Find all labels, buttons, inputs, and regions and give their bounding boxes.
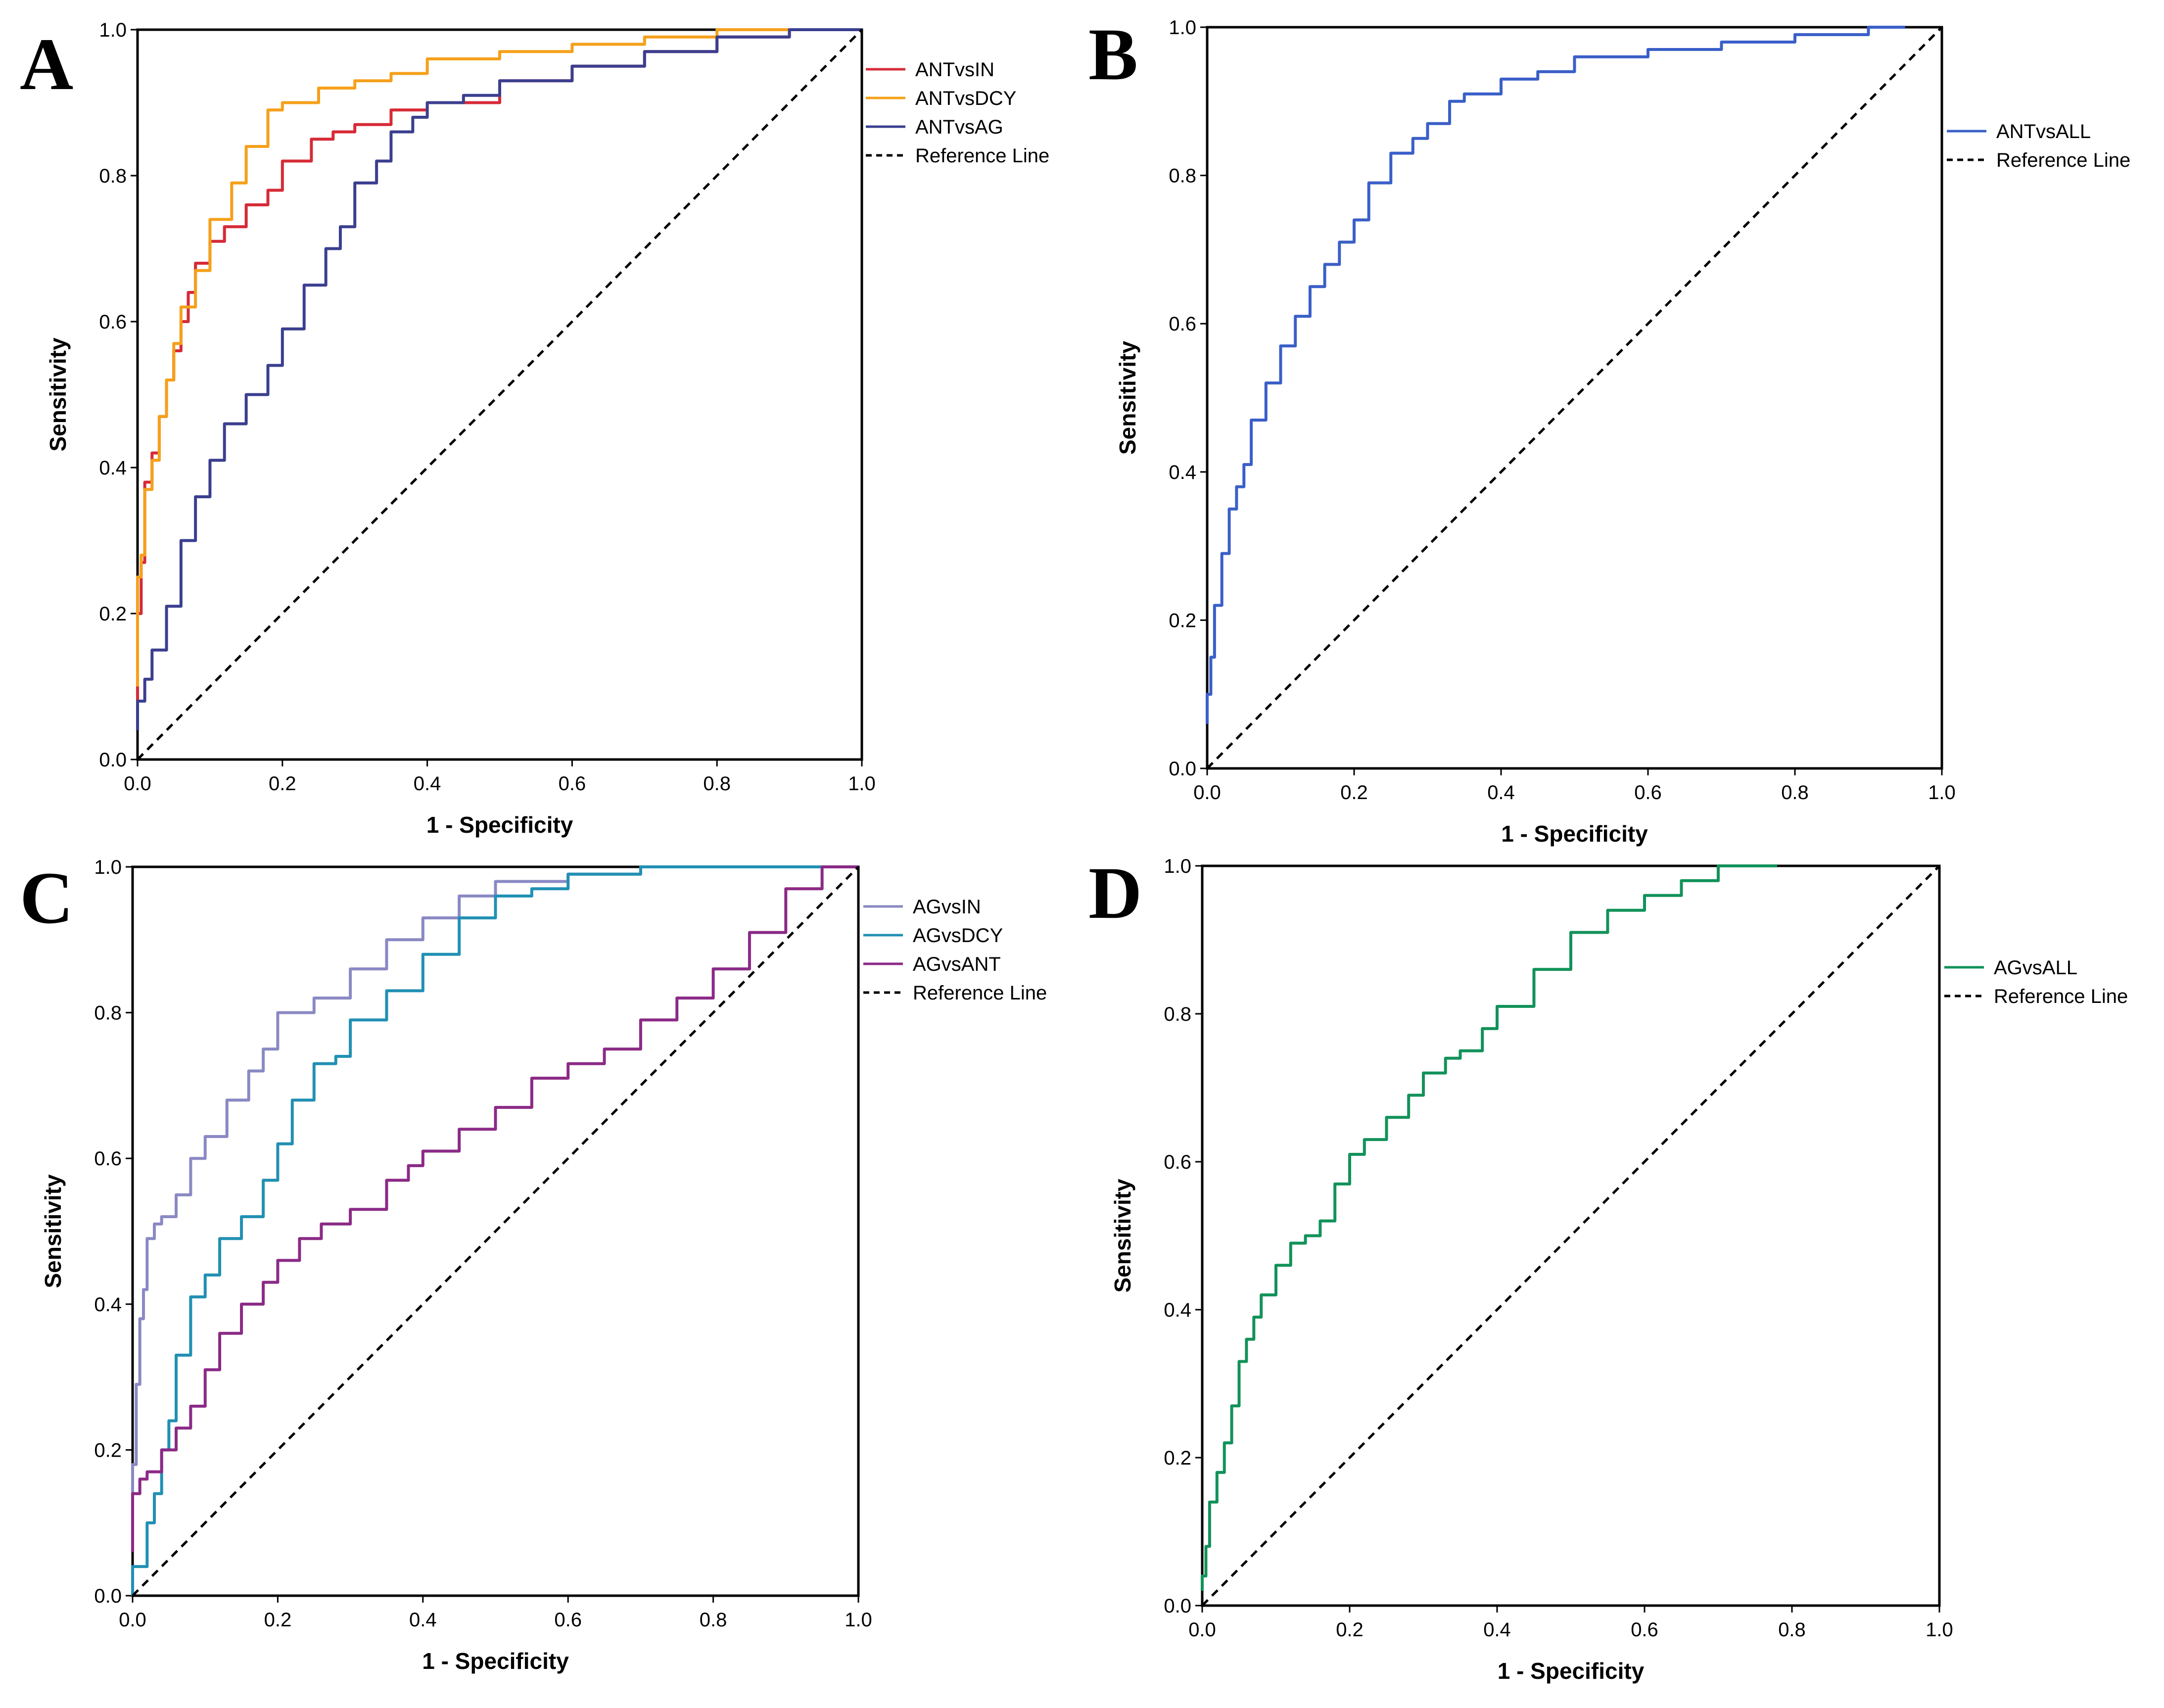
panel-letter-b: B bbox=[1088, 13, 1138, 95]
x-axis-title: 1 - Specificity bbox=[426, 812, 573, 838]
y-tick-label: 0.2 bbox=[1169, 610, 1196, 631]
legend-label-reference-line: Reference Line bbox=[915, 145, 1049, 167]
plot-frame bbox=[131, 865, 860, 1597]
x-tick-label: 0.4 bbox=[1483, 1619, 1511, 1641]
y-tick-label: 0.0 bbox=[1164, 1595, 1191, 1617]
y-tick-label: 0.4 bbox=[99, 457, 127, 479]
x-axis-title: 1 - Specificity bbox=[422, 1648, 569, 1674]
y-tick-label: 0.2 bbox=[99, 603, 127, 625]
x-tick-label: 0.8 bbox=[703, 773, 731, 795]
x-tick-label: 0.6 bbox=[554, 1609, 582, 1631]
y-tick-label: 0.4 bbox=[1169, 462, 1196, 483]
legend-label-antvsag: ANTvsAG bbox=[915, 116, 1003, 138]
series-line-reference-line bbox=[132, 866, 859, 1597]
x-tick-label: 0.6 bbox=[559, 773, 586, 795]
series-line-agvsin bbox=[131, 865, 858, 1523]
y-tick-label: 0.6 bbox=[1169, 313, 1196, 335]
x-axis-title: 1 - Specificity bbox=[1498, 1658, 1645, 1684]
panel-d: D 0.0 0.2 0.4 0.6 0.8 1.0 0.0 0.2 0.4 0.6 0.8 1.0 1 -… bbox=[1088, 852, 2128, 1684]
legend-label-agvsin: AGvsIN bbox=[913, 896, 981, 918]
y-axis-title: Sensitivity bbox=[1110, 1179, 1135, 1293]
x-tick-label: 0.0 bbox=[124, 773, 151, 795]
panel-a: A 0.0 0.2 0.4 0.6 0.8 1.0 0.0 0.2 0.4 0.6 0.8 1.0 1 -… bbox=[20, 19, 1049, 838]
y-tick-label: 1.0 bbox=[94, 856, 122, 878]
legend-label-antvsin: ANTvsIN bbox=[915, 59, 994, 81]
series-line-reference-line bbox=[1201, 865, 1940, 1607]
x-tick-label: 0.0 bbox=[1188, 1619, 1216, 1641]
y-tick-label: 0.6 bbox=[1164, 1151, 1191, 1173]
x-tick-label: 0.4 bbox=[409, 1609, 437, 1631]
x-tick-label: 0.2 bbox=[264, 1609, 292, 1631]
x-tick-label: 0.0 bbox=[1193, 782, 1221, 804]
x-tick-label: 1.0 bbox=[1928, 782, 1956, 804]
legend-label-agvsall: AGvsALL bbox=[1994, 957, 2077, 979]
legend-label-reference-line: Reference Line bbox=[913, 982, 1047, 1004]
y-axis-title: Sensitivity bbox=[40, 1174, 66, 1288]
series-line-antvsall bbox=[1206, 26, 1905, 724]
y-tick-label: 0.2 bbox=[94, 1439, 122, 1461]
series-line-antvsin bbox=[136, 28, 862, 723]
y-tick-label: 0.4 bbox=[94, 1294, 122, 1316]
y-tick-label: 1.0 bbox=[99, 19, 127, 41]
legend-label-reference-line: Reference Line bbox=[1994, 986, 2128, 1007]
y-tick-label: 1.0 bbox=[1164, 855, 1191, 877]
plot-frame bbox=[1206, 26, 1943, 770]
y-tick-label: 0.8 bbox=[1169, 165, 1196, 187]
y-tick-label: 0.8 bbox=[94, 1002, 122, 1024]
plot-frame bbox=[136, 28, 863, 761]
legend-label-agvsant: AGvsANT bbox=[913, 953, 1001, 975]
series-line-antvsdcy bbox=[136, 28, 862, 687]
y-tick-label: 0.2 bbox=[1164, 1447, 1191, 1469]
y-tick-label: 0.0 bbox=[94, 1585, 122, 1607]
y-tick-label: 0.8 bbox=[1164, 1003, 1191, 1025]
legend-label-agvsdcy: AGvsDCY bbox=[913, 925, 1003, 947]
series-line-agvsall bbox=[1201, 864, 1778, 1591]
y-tick-label: 0.8 bbox=[99, 165, 127, 187]
x-tick-label: 0.2 bbox=[1340, 782, 1368, 804]
x-tick-label: 0.2 bbox=[269, 773, 296, 795]
series-line-agvsant bbox=[131, 865, 858, 1552]
legend-label-antvsall: ANTvsALL bbox=[1996, 121, 2091, 142]
y-axis-title: Sensitivity bbox=[1115, 341, 1140, 455]
x-tick-label: 0.2 bbox=[1336, 1619, 1364, 1641]
y-tick-label: 1.0 bbox=[1169, 17, 1196, 39]
x-tick-label: 0.6 bbox=[1634, 782, 1662, 804]
y-tick-label: 0.6 bbox=[99, 311, 127, 333]
x-tick-label: 0.0 bbox=[119, 1609, 146, 1631]
x-tick-label: 1.0 bbox=[845, 1609, 872, 1631]
panel-letter-a: A bbox=[20, 23, 73, 105]
x-tick-label: 0.8 bbox=[1778, 1619, 1806, 1641]
y-tick-label: 0.6 bbox=[94, 1148, 122, 1170]
panel-letter-d: D bbox=[1088, 852, 1142, 934]
plot-frame bbox=[1201, 864, 1941, 1607]
y-tick-label: 0.0 bbox=[99, 749, 127, 771]
panel-c: C 0.0 0.2 0.4 0.6 0.8 1.0 0.0 0.2 0.4 0.6 0.8 1.0 1 -… bbox=[20, 856, 1047, 1674]
x-tick-label: 1.0 bbox=[1926, 1619, 1953, 1641]
y-tick-label: 0.4 bbox=[1164, 1299, 1191, 1321]
panel-letter-c: C bbox=[20, 857, 73, 939]
series-line-antvsag bbox=[136, 28, 862, 730]
series-line-reference-line bbox=[137, 29, 863, 760]
y-tick-label: 0.0 bbox=[1169, 758, 1196, 780]
y-axis-title: Sensitivity bbox=[45, 337, 71, 452]
panel-b: B 0.0 0.2 0.4 0.6 0.8 1.0 0.0 0.2 0.4 0.6 0.8 1.0 1 -… bbox=[1088, 13, 2130, 847]
legend-label-antvsdcy: ANTvsDCY bbox=[915, 88, 1016, 109]
x-axis-title: 1 - Specificity bbox=[1501, 821, 1648, 847]
series-line-reference-line bbox=[1206, 26, 1943, 769]
x-tick-label: 0.4 bbox=[1487, 782, 1515, 804]
x-tick-label: 0.8 bbox=[1781, 782, 1809, 804]
x-tick-label: 0.8 bbox=[700, 1609, 727, 1631]
x-tick-label: 0.4 bbox=[414, 773, 441, 795]
x-tick-label: 0.6 bbox=[1631, 1619, 1658, 1641]
legend-label-reference-line: Reference Line bbox=[1996, 149, 2130, 171]
x-tick-label: 1.0 bbox=[848, 773, 876, 795]
